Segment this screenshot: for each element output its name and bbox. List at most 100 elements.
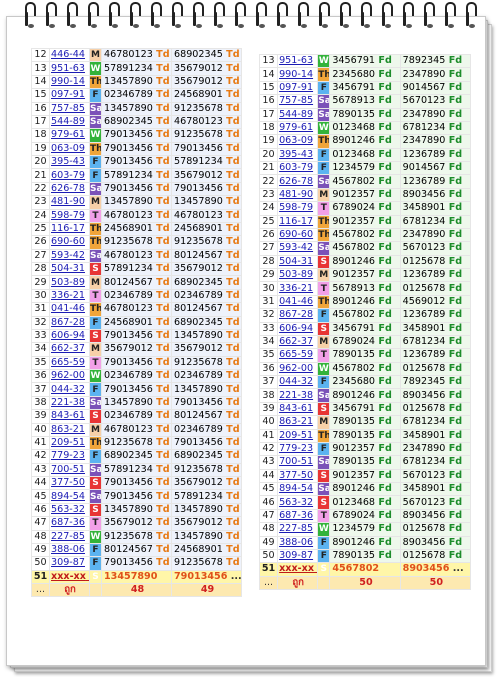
result-code-link[interactable]: 377-50	[277, 468, 319, 484]
result-code-link[interactable]: 626-78	[277, 174, 319, 189]
row-number: 41	[31, 435, 50, 451]
result-code-link[interactable]: 544-89	[49, 114, 90, 130]
suffix-label: Fd	[445, 443, 463, 455]
result-code-link[interactable]: 041-46	[277, 294, 319, 310]
result-code-link[interactable]: 309-87	[49, 556, 90, 571]
result-code-link[interactable]: 446-44	[49, 47, 90, 63]
number-value: 35679012	[174, 517, 223, 529]
result-code-link[interactable]: 990-14	[49, 74, 90, 90]
result-code-link[interactable]: 227-85	[277, 522, 319, 537]
result-code-link[interactable]: 395-43	[277, 147, 319, 163]
result-code-link[interactable]: 700-51	[277, 455, 319, 470]
day-badge: W	[317, 53, 331, 69]
result-code-link[interactable]: 116-17	[49, 221, 90, 237]
result-code-link[interactable]: 843-61	[49, 409, 90, 424]
result-code-link[interactable]: 603-79	[277, 160, 319, 176]
number-value: 80124567	[104, 276, 153, 288]
result-code-link[interactable]: 063-09	[277, 134, 319, 149]
day-badge: W	[317, 522, 331, 537]
result-code-link[interactable]: 097-91	[49, 88, 90, 103]
result-code-link[interactable]: 962-00	[49, 368, 90, 384]
result-code-link[interactable]: 863-21	[49, 422, 90, 437]
result-code-link[interactable]: 757-85	[277, 94, 319, 109]
result-code-link[interactable]: 503-89	[277, 267, 319, 283]
result-code-link[interactable]: 336-21	[49, 288, 90, 304]
result-code-link[interactable]: 990-14	[277, 67, 319, 82]
result-code-link[interactable]: 388-06	[277, 535, 319, 550]
result-code-link[interactable]: 598-79	[49, 208, 90, 223]
result-code-link[interactable]: 503-89	[49, 275, 90, 290]
result-code-link[interactable]: 598-79	[277, 201, 319, 216]
result-code-link[interactable]: 563-32	[277, 495, 319, 510]
result-code-link[interactable]: 481-90	[49, 195, 90, 210]
result-code-link[interactable]: 544-89	[277, 107, 319, 122]
number-value: 79013456	[104, 356, 153, 368]
result-code-link[interactable]: 962-00	[277, 361, 319, 377]
result-code-link[interactable]: 665-59	[277, 348, 319, 363]
result-code-link[interactable]: 593-42	[49, 248, 90, 264]
row-number: 26	[31, 235, 50, 250]
result-code-link[interactable]: 690-60	[49, 235, 90, 250]
result-code-link[interactable]: 979-61	[277, 120, 319, 136]
result-code-link[interactable]: 044-32	[277, 374, 319, 390]
result-code-link[interactable]: 863-21	[277, 415, 319, 430]
result-code-link[interactable]: 603-79	[49, 168, 90, 183]
result-code-link[interactable]: 626-78	[49, 181, 90, 197]
result-code-link[interactable]: 779-23	[49, 449, 90, 464]
result-code-link[interactable]: 221-38	[277, 388, 319, 403]
result-code-link[interactable]: 504-31	[277, 254, 319, 270]
result-code-link[interactable]: 687-36	[49, 516, 90, 531]
result-code-link[interactable]: 867-28	[49, 315, 90, 330]
result-code-link[interactable]: 041-46	[49, 302, 90, 317]
result-code-link[interactable]: 063-09	[49, 141, 90, 157]
result-code-link[interactable]: 662-37	[49, 342, 90, 357]
result-code-link[interactable]: 757-85	[49, 101, 90, 116]
result-code-link[interactable]: 044-32	[49, 382, 90, 397]
set-a-cell: 9012357 Fd	[329, 214, 401, 229]
result-code-link[interactable]: 700-51	[49, 462, 90, 478]
pending-code-link[interactable]: xxx-xx ?	[49, 569, 90, 585]
number-value: 13457890	[174, 383, 223, 395]
result-code-link[interactable]: 894-54	[49, 489, 90, 504]
set-b-cell: 24568901 Td	[171, 542, 242, 558]
suffix-label: Fd	[375, 349, 392, 361]
result-code-link[interactable]: 593-42	[277, 241, 319, 256]
number-value: 6789024	[332, 509, 376, 521]
result-code-link[interactable]: 662-37	[277, 334, 319, 350]
result-code-link[interactable]: 951-63	[49, 61, 90, 76]
suffix-label: Fd	[375, 389, 392, 401]
set-a-cell: 3456791 Fd	[329, 401, 401, 417]
result-code-link[interactable]: 843-61	[277, 401, 319, 417]
result-code-link[interactable]: 336-21	[277, 281, 319, 296]
number-value: 13457890	[174, 530, 223, 542]
result-code-link[interactable]: 377-50	[49, 475, 90, 491]
result-code-link[interactable]: 209-51	[277, 428, 319, 443]
set-b-cell: 9014567 Fd	[399, 160, 472, 176]
result-code-link[interactable]: 867-28	[277, 308, 319, 323]
day-badge: F	[317, 308, 331, 323]
result-code-link[interactable]: 690-60	[277, 227, 319, 243]
result-code-link[interactable]: 504-31	[49, 261, 90, 277]
result-code-link[interactable]: 606-94	[49, 328, 90, 344]
result-code-link[interactable]: 388-06	[49, 542, 90, 558]
result-code-link[interactable]: 606-94	[277, 321, 319, 336]
result-code-link[interactable]: 097-91	[277, 80, 319, 96]
result-code-link[interactable]: 227-85	[49, 529, 90, 544]
result-code-link[interactable]: 979-61	[49, 128, 90, 143]
day-badge: Th	[317, 428, 331, 443]
result-code-link[interactable]: 563-32	[49, 502, 90, 518]
result-code-link[interactable]: 309-87	[277, 548, 319, 564]
result-code-link[interactable]: 951-63	[277, 53, 319, 69]
result-code-link[interactable]: 116-17	[277, 214, 319, 229]
result-code-link[interactable]: 481-90	[277, 187, 319, 203]
row-number: 19	[31, 141, 50, 157]
set-b-cell: 5670123 Fd	[399, 468, 472, 484]
pending-code-link[interactable]: xxx-xx ?	[277, 562, 319, 577]
result-code-link[interactable]: 687-36	[277, 508, 319, 524]
result-code-link[interactable]: 395-43	[49, 154, 90, 170]
result-code-link[interactable]: 209-51	[49, 435, 90, 451]
result-code-link[interactable]: 894-54	[277, 481, 319, 497]
result-code-link[interactable]: 665-59	[49, 355, 90, 371]
result-code-link[interactable]: 221-38	[49, 395, 90, 411]
result-code-link[interactable]: 779-23	[277, 441, 319, 457]
